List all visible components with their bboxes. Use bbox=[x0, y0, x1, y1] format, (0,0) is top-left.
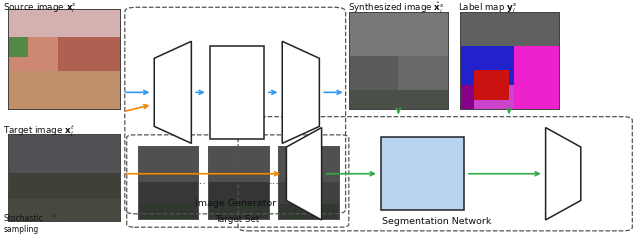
Text: Channel-wise
Feature
Aligment: Channel-wise Feature Aligment bbox=[211, 77, 262, 108]
Text: Seg
Encoder: Seg Encoder bbox=[287, 164, 321, 184]
Bar bbox=[138, 146, 198, 219]
Bar bbox=[278, 204, 339, 219]
Bar bbox=[460, 12, 559, 109]
Bar bbox=[8, 71, 120, 109]
Bar bbox=[8, 9, 120, 109]
Text: Seg
Decoder: Seg Decoder bbox=[546, 164, 580, 184]
Bar bbox=[8, 9, 120, 37]
Bar bbox=[349, 90, 448, 109]
Text: Label map $\mathbf{y}_i^s$: Label map $\mathbf{y}_i^s$ bbox=[458, 1, 518, 15]
Bar bbox=[349, 12, 448, 109]
Bar bbox=[138, 146, 198, 219]
Bar bbox=[8, 37, 58, 71]
Bar bbox=[278, 146, 339, 219]
Text: Synthesized image $\hat{\mathbf{x}}_i^s$: Synthesized image $\hat{\mathbf{x}}_i^s$ bbox=[348, 1, 444, 16]
Bar bbox=[278, 146, 339, 182]
Bar bbox=[381, 137, 464, 210]
Bar bbox=[349, 12, 448, 109]
Bar bbox=[208, 146, 269, 219]
Bar bbox=[58, 37, 120, 71]
Bar bbox=[460, 12, 559, 109]
Bar bbox=[8, 173, 120, 199]
Bar bbox=[138, 204, 198, 219]
Text: ...: ... bbox=[196, 176, 207, 186]
Text: Target image $\mathbf{x}_j^t$: Target image $\mathbf{x}_j^t$ bbox=[3, 124, 75, 139]
Text: Gen
Decoder: Gen Decoder bbox=[284, 82, 318, 102]
Bar bbox=[8, 134, 120, 173]
Bar bbox=[208, 146, 269, 219]
Text: Gen
Encoder: Gen Encoder bbox=[156, 82, 189, 102]
Text: Segmentation Network: Segmentation Network bbox=[382, 217, 491, 226]
Bar bbox=[8, 199, 120, 221]
Bar bbox=[8, 37, 28, 57]
Bar bbox=[474, 70, 509, 100]
Text: ...: ... bbox=[269, 176, 279, 186]
Bar bbox=[8, 134, 120, 221]
Bar bbox=[460, 46, 514, 85]
Text: Source image $\mathbf{x}_i^s$: Source image $\mathbf{x}_i^s$ bbox=[3, 1, 77, 15]
Bar bbox=[208, 146, 269, 182]
Bar bbox=[278, 146, 339, 219]
Bar bbox=[460, 85, 474, 109]
Bar bbox=[208, 204, 269, 219]
Polygon shape bbox=[287, 128, 321, 220]
Polygon shape bbox=[282, 41, 319, 143]
Text: Channel-wise
Feature
Aligment: Channel-wise Feature Aligment bbox=[397, 158, 448, 189]
Bar bbox=[349, 12, 448, 56]
Bar bbox=[514, 46, 559, 109]
Text: Stochastic
sampling: Stochastic sampling bbox=[3, 214, 43, 234]
Bar bbox=[349, 56, 398, 90]
Polygon shape bbox=[154, 41, 191, 143]
Bar bbox=[8, 9, 120, 109]
Text: Image Generator: Image Generator bbox=[195, 199, 276, 208]
Bar bbox=[210, 46, 264, 139]
Text: Target Set: Target Set bbox=[214, 215, 259, 224]
Polygon shape bbox=[545, 128, 581, 220]
Bar bbox=[138, 146, 198, 182]
Bar bbox=[8, 134, 120, 221]
Bar bbox=[460, 12, 559, 46]
